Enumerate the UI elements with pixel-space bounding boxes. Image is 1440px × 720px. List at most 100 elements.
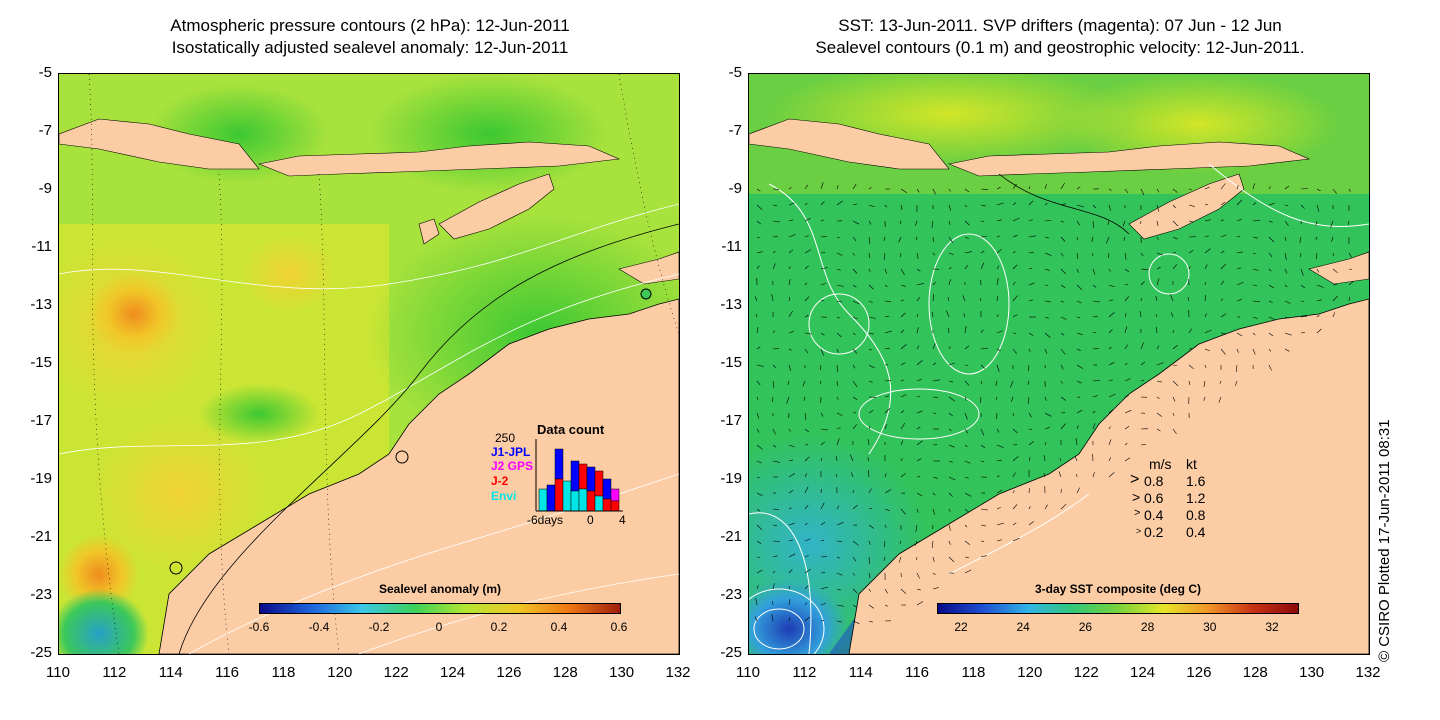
velocity-arrow-725 — [788, 569, 793, 574]
velocity-arrow-752 — [804, 602, 808, 606]
velocity-arrow-530 — [1156, 412, 1162, 417]
velocity-arrow-498 — [1124, 395, 1129, 398]
velocity-arrow-404 — [1188, 348, 1193, 350]
velocity-arrow-109 — [1284, 220, 1289, 226]
velocity-arrow-314 — [916, 314, 919, 318]
velocity-arrow-737 — [756, 585, 759, 590]
velocity-arrow-474 — [1235, 380, 1238, 386]
velocity-legend-ms: 0.2 — [1144, 524, 1164, 540]
velocity-arrow-688 — [996, 522, 1004, 526]
velocity-arrow-634 — [788, 490, 794, 494]
velocity-legend-kt: 1.2 — [1186, 490, 1206, 506]
inset-legend-envi: Envi — [491, 489, 517, 503]
velocity-arrow-195 — [836, 268, 841, 271]
velocity-arrow-714 — [852, 556, 857, 562]
velocity-arrow-131 — [1028, 235, 1036, 238]
velocity-arrow-611 — [788, 473, 796, 478]
velocity-arrow-377 — [756, 346, 761, 350]
velocity-arrow-142 — [1204, 235, 1209, 238]
left-title-line1: Atmospheric pressure contours (2 hPa): 1… — [170, 16, 570, 35]
velocity-arrow-104 — [1204, 219, 1211, 222]
credit-text: © CSIRO Plotted 17-Jun-2011 08:31 — [1376, 419, 1393, 662]
velocity-arrow-361 — [1076, 332, 1083, 335]
velocity-arrow-269 — [804, 296, 810, 302]
velocity-arrow-393 — [1012, 348, 1017, 354]
velocity-arrow-270 — [820, 299, 824, 302]
velocity-arrow-711 — [804, 555, 809, 558]
velocity-arrow-715 — [868, 556, 870, 565]
velocity-arrow-159 — [868, 252, 870, 259]
velocity-arrow-417 — [852, 364, 856, 369]
velocity-arrow-264 — [1332, 284, 1338, 286]
velocity-arrow-338 — [1300, 316, 1308, 318]
velocity-arrow-317 — [963, 313, 966, 318]
velocity-arrow-572 — [948, 444, 955, 448]
velocity-arrow-191 — [772, 263, 776, 270]
velocity-arrow-446 — [787, 380, 790, 385]
velocity-arrow-127 — [964, 236, 969, 239]
velocity-arrow-274 — [884, 300, 892, 302]
velocity-arrow-555 — [1108, 426, 1111, 430]
velocity-arrow-631 — [1108, 472, 1115, 478]
velocity-arrow-126 — [948, 236, 954, 243]
left-x-tick-8: 126 — [496, 664, 522, 681]
velocity-arrow-339 — [1316, 314, 1320, 318]
velocity-arrow-258 — [1236, 281, 1244, 286]
velocity-arrow-764 — [820, 620, 824, 622]
velocity-arrow-665 — [948, 508, 951, 512]
velocity-arrow-691 — [756, 540, 762, 545]
velocity-arrow-194 — [820, 267, 828, 270]
velocity-arrow-63 — [1156, 204, 1160, 212]
velocity-arrow-209 — [1060, 268, 1067, 275]
velocity-arrow-476 — [772, 396, 774, 403]
right-x-tick-3: 116 — [905, 664, 930, 681]
velocity-arrow-327 — [1124, 313, 1127, 318]
velocity-arrow-594 — [900, 458, 903, 462]
velocity-arrow-67 — [1220, 201, 1226, 206]
velocity-arrow-439 — [1204, 364, 1207, 368]
velocity-arrow-722 — [980, 555, 987, 558]
velocity-arrow-199 — [900, 268, 905, 276]
velocity-arrow-213 — [1124, 268, 1130, 273]
velocity-arrow-713 — [836, 556, 840, 559]
velocity-arrow-155 — [804, 249, 812, 254]
velocity-arrow-312 — [884, 315, 889, 318]
velocity-arrow-443 — [1268, 364, 1272, 371]
velocity-arrow-261 — [1284, 284, 1288, 288]
velocity-arrow-597 — [948, 460, 953, 463]
velocity-arrow-112 — [1330, 220, 1334, 228]
right-colorbar-tick-2: 26 — [1078, 620, 1093, 634]
velocity-arrow-344 — [804, 332, 812, 335]
velocity-arrow-538 — [836, 427, 841, 430]
velocity-arrow-409 — [1268, 348, 1272, 352]
velocity-arrow-15 — [996, 186, 1001, 190]
velocity-arrow-748 — [932, 587, 939, 590]
velocity-arrow-504 — [1218, 396, 1222, 403]
velocity-arrow-617 — [884, 473, 887, 478]
velocity-arrow-518 — [964, 412, 968, 420]
right-title-line1: SST: 13-Jun-2011. SVP drifters (magenta)… — [838, 16, 1282, 35]
velocity-arrow-491 — [1011, 396, 1014, 402]
velocity-arrow-746 — [900, 588, 907, 595]
velocity-arrow-676 — [804, 523, 808, 526]
velocity-arrow-675 — [788, 522, 795, 526]
right-y-tick-10: -25 — [720, 644, 742, 661]
left-x-tick-1: 112 — [102, 664, 127, 681]
velocity-arrow-28 — [1204, 186, 1210, 190]
velocity-arrow-374 — [1284, 332, 1292, 336]
velocity-arrow-80 — [820, 219, 824, 222]
velocity-arrow-130 — [1012, 234, 1018, 238]
left-colorbar-tick-5: 0.4 — [550, 620, 568, 634]
velocity-arrow-149 — [1315, 236, 1318, 240]
velocity-arrow-198 — [884, 268, 887, 274]
velocity-arrow-37 — [1348, 188, 1351, 192]
left-colorbar-tick-2: -0.2 — [368, 620, 390, 634]
velocity-arrow-281 — [996, 296, 999, 302]
velocity-arrow-47 — [900, 204, 903, 210]
velocity-arrow-757 — [884, 604, 888, 607]
velocity-arrow-745 — [884, 588, 888, 594]
velocity-arrow-533 — [756, 428, 760, 433]
velocity-arrow-90 — [980, 220, 984, 222]
velocity-arrow-96 — [1076, 220, 1080, 226]
velocity-arrow-247 — [1060, 284, 1066, 288]
